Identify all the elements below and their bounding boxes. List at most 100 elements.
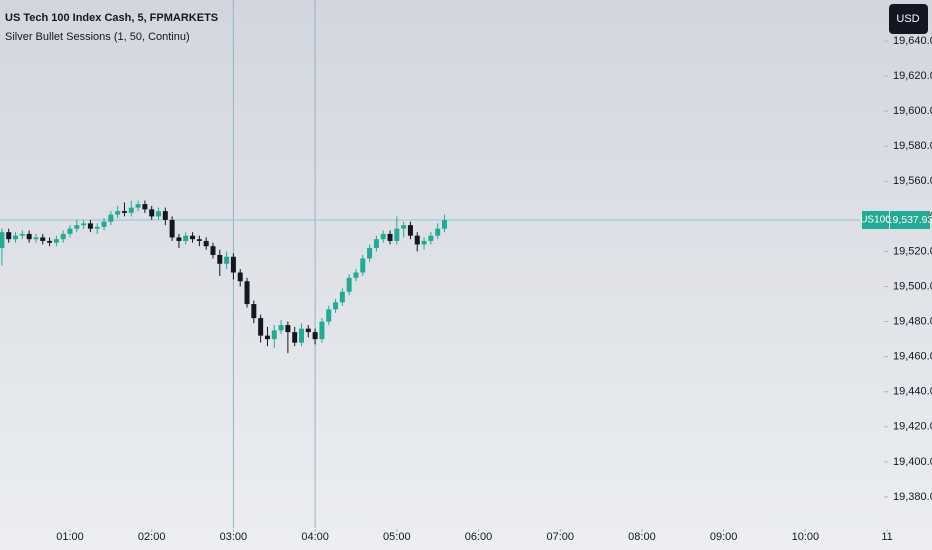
candle-body <box>149 209 155 217</box>
x-tick-label: 10:00 <box>792 531 820 543</box>
candle-body <box>108 214 114 222</box>
candle-body <box>237 272 243 282</box>
candle-body <box>414 235 420 245</box>
y-tick-label: 19,500.00 <box>893 280 932 292</box>
candle-body <box>251 304 257 319</box>
y-tick-label: 19,600.00 <box>893 105 932 117</box>
candle-body <box>169 219 175 238</box>
candle-body <box>346 277 352 292</box>
x-tick-label: 03:00 <box>220 531 248 543</box>
candle-body <box>81 223 87 226</box>
candle-body <box>278 325 284 331</box>
x-tick-label: 04:00 <box>301 531 329 543</box>
candle-body <box>33 237 39 240</box>
candle-body <box>319 321 325 340</box>
candle-body <box>244 281 250 305</box>
candle-body <box>387 233 393 241</box>
x-tick-label: 02:00 <box>138 531 166 543</box>
candle-body <box>428 235 434 241</box>
candle-body <box>339 291 345 303</box>
candle-body <box>435 228 441 236</box>
candle-body <box>224 256 230 264</box>
currency-label[interactable]: USD <box>896 13 919 25</box>
candle-body <box>421 240 427 245</box>
candle-body <box>360 258 366 273</box>
candle-body <box>271 330 277 340</box>
candle-body <box>6 232 12 240</box>
candle-body <box>142 204 148 210</box>
candle-body <box>217 254 223 264</box>
y-tick-label: 19,560.00 <box>893 175 932 187</box>
candle-body <box>26 233 32 240</box>
y-tick-label: 19,620.00 <box>893 70 932 82</box>
candle-body <box>285 325 291 333</box>
candle-body <box>401 225 407 229</box>
candle-body <box>203 240 209 247</box>
candle-body <box>156 211 162 217</box>
candle-body <box>53 239 59 243</box>
candle-body <box>101 221 107 227</box>
candle-body <box>115 211 121 215</box>
symbol-tag-box <box>862 211 889 230</box>
last-price-label: 19,537.93 <box>887 214 932 226</box>
y-tick-label: 19,440.00 <box>893 386 932 398</box>
x-tick-label: 07:00 <box>546 531 574 543</box>
candle-body <box>162 211 168 220</box>
x-tick-label: 05:00 <box>383 531 411 543</box>
chart-title: US Tech 100 Index Cash, 5, FPMARKETS <box>5 12 218 24</box>
y-tick-label: 19,460.00 <box>893 351 932 363</box>
y-tick-label: 19,480.00 <box>893 316 932 328</box>
x-tick-label: 01:00 <box>56 531 84 543</box>
candle-body <box>47 240 53 243</box>
y-tick-label: 19,580.00 <box>893 140 932 152</box>
candle-body <box>230 256 236 273</box>
candle-body <box>183 235 189 241</box>
candle-body <box>19 233 25 236</box>
y-tick-label: 19,420.00 <box>893 421 932 433</box>
x-tick-label: 11 <box>881 531 892 543</box>
y-tick-label: 19,640.00 <box>893 35 932 47</box>
candle-body <box>190 235 196 240</box>
candle-body <box>121 211 127 213</box>
candle-body <box>67 228 73 234</box>
candle-body <box>196 239 202 241</box>
last-price-box <box>890 211 930 230</box>
x-tick-label: 09:00 <box>710 531 738 543</box>
candle-body <box>298 328 304 343</box>
x-tick-label: 06:00 <box>465 531 493 543</box>
currency-button[interactable] <box>889 4 928 34</box>
candle-body <box>264 335 270 340</box>
candle-body <box>373 239 379 248</box>
candle-body <box>441 220 447 229</box>
candle-body <box>292 332 298 343</box>
symbol-tag: US100 <box>860 215 891 226</box>
indicator-label: Silver Bullet Sessions (1, 50, Continu) <box>5 31 190 43</box>
candle-body <box>40 237 46 241</box>
candle-body <box>94 226 100 229</box>
candle-body <box>305 328 311 333</box>
candle-body <box>380 233 386 240</box>
candle-body <box>367 247 373 259</box>
candle-body <box>128 207 134 213</box>
candle-body <box>87 223 93 229</box>
candle-body <box>74 225 80 229</box>
candle-body <box>326 309 332 322</box>
candle-body <box>135 204 141 208</box>
y-tick-label: 19,400.00 <box>893 456 932 468</box>
y-tick-label: 19,520.00 <box>893 245 932 257</box>
y-tick-label: 19,380.00 <box>893 491 932 503</box>
candle-body <box>13 235 19 240</box>
candle-body <box>0 232 5 248</box>
x-tick-label: 08:00 <box>628 531 656 543</box>
candle-body <box>394 228 400 241</box>
candle-body <box>353 272 359 278</box>
candle-body <box>407 225 413 236</box>
candle-body <box>312 332 318 340</box>
candle-body <box>258 318 264 336</box>
candle-body <box>60 233 66 240</box>
candle-body <box>333 302 339 310</box>
candle-body <box>176 237 182 241</box>
